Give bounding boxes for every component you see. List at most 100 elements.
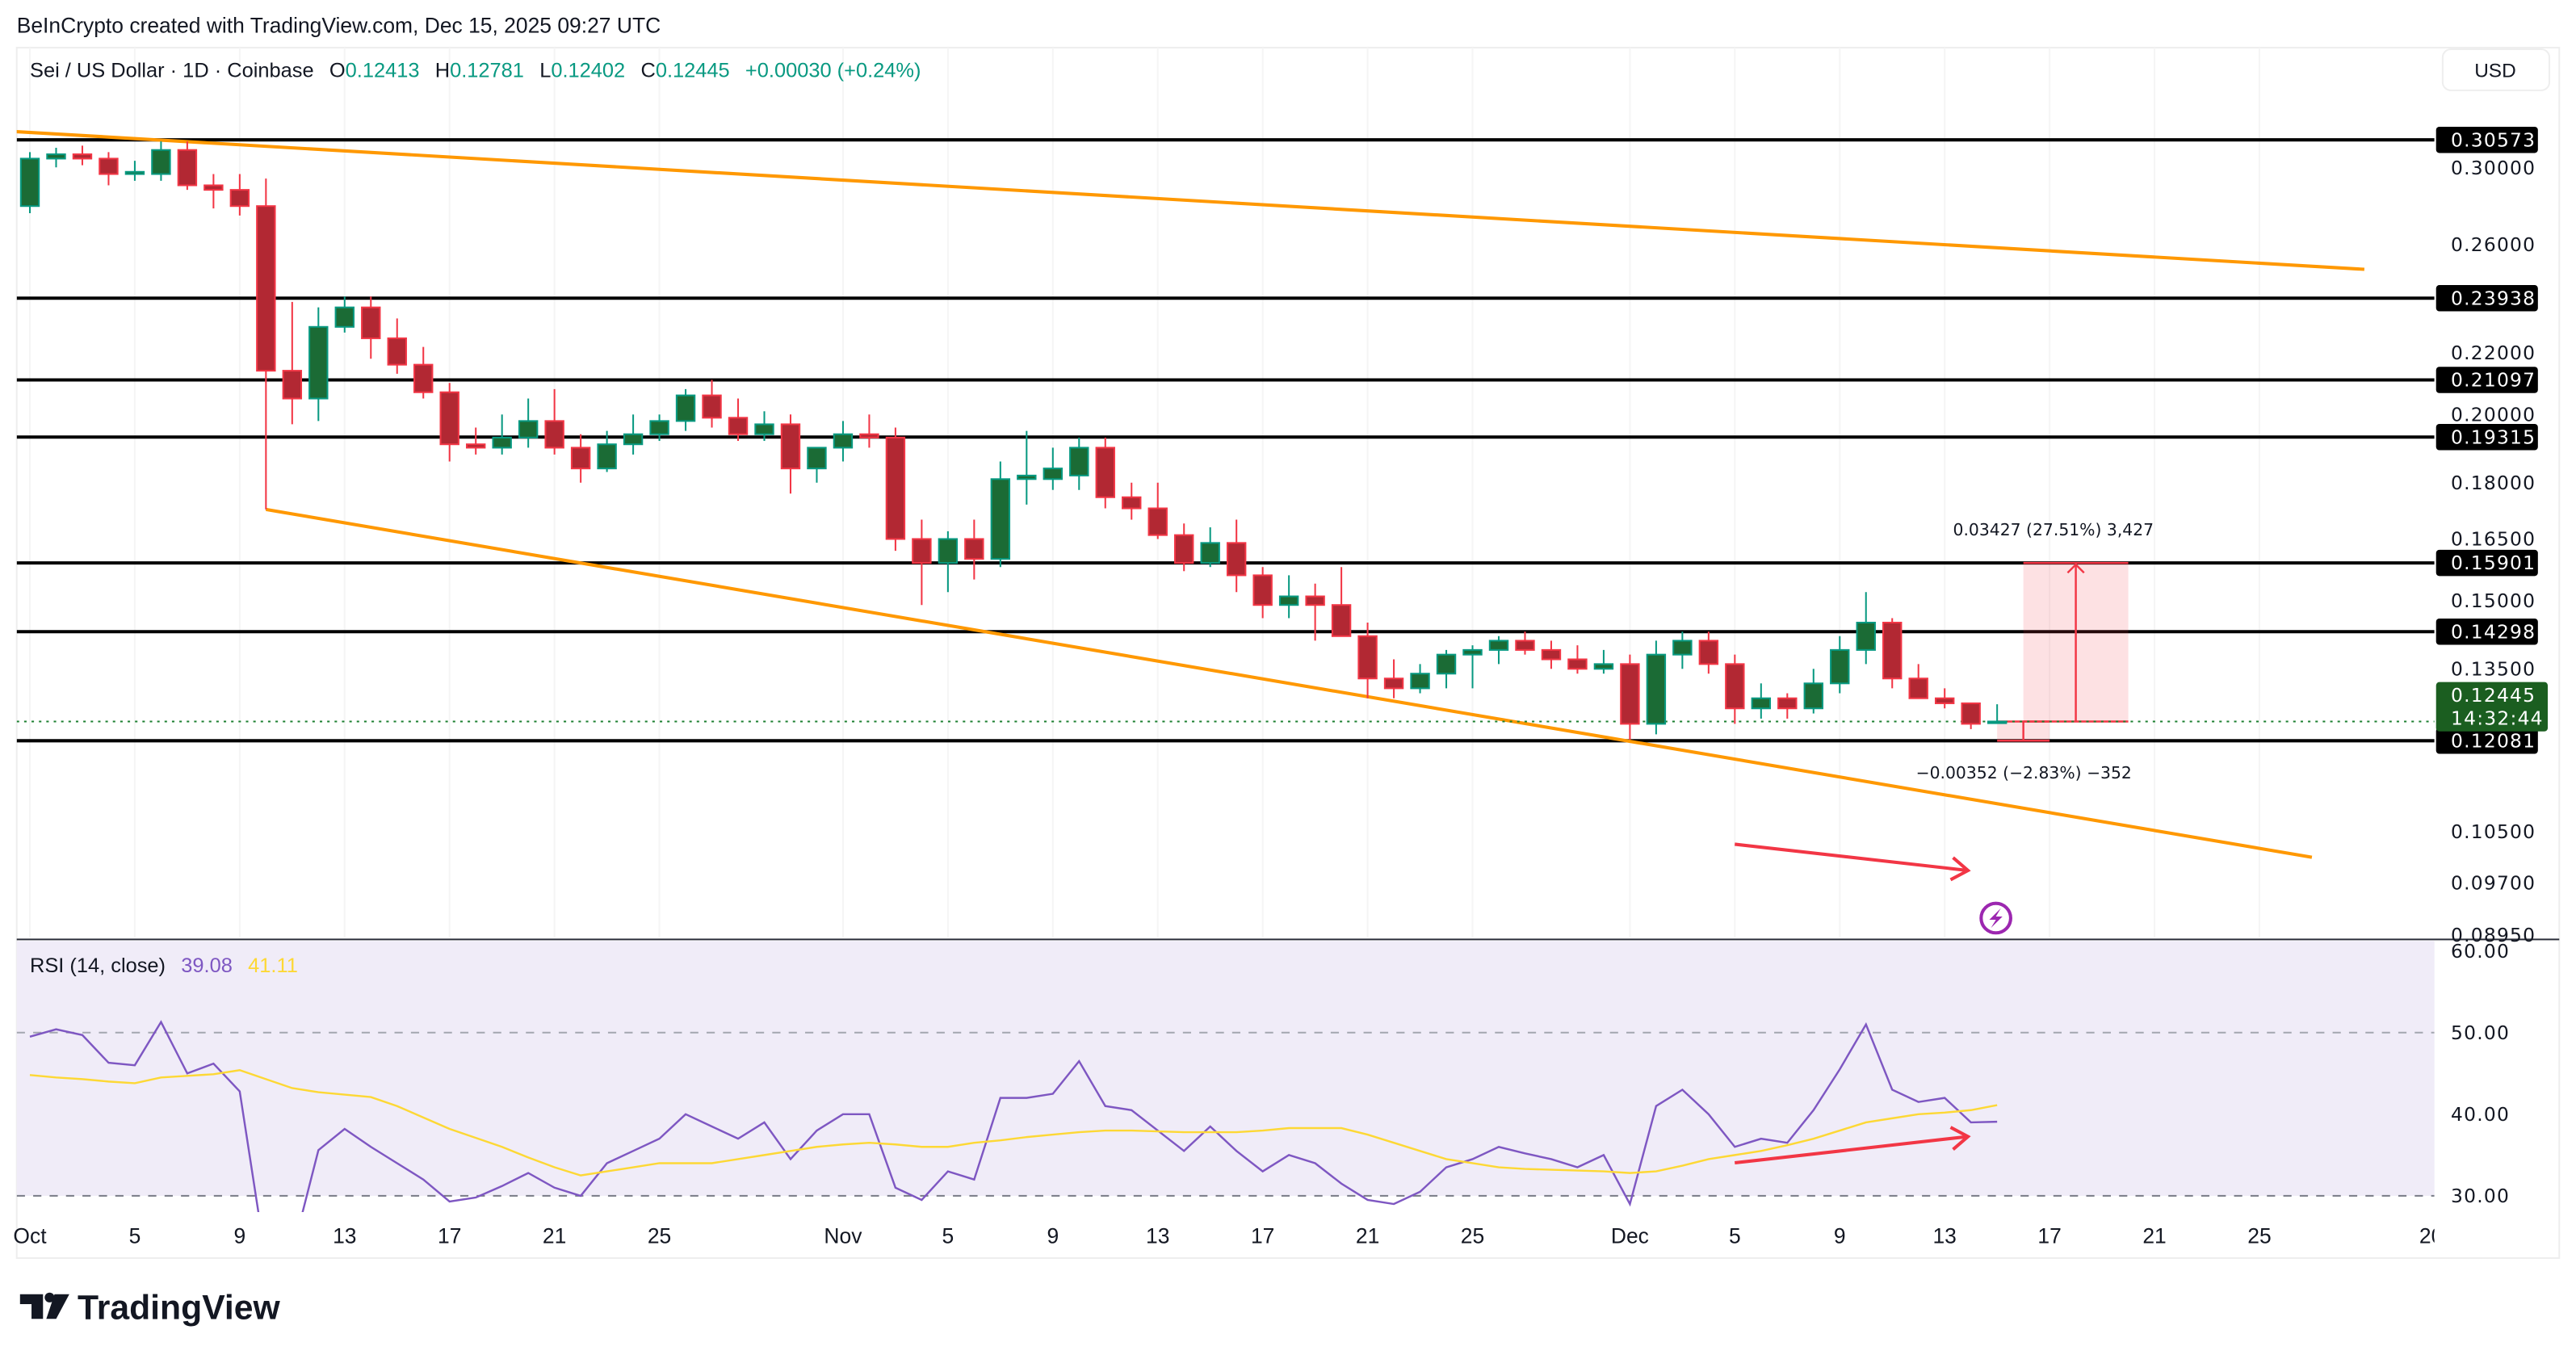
candle[interactable] xyxy=(46,148,66,168)
candle[interactable] xyxy=(203,174,224,209)
candle[interactable] xyxy=(885,427,906,552)
candle[interactable] xyxy=(439,383,459,462)
price-tick-label: 0.09700 xyxy=(2451,871,2536,894)
candle-body xyxy=(387,337,407,366)
candle[interactable] xyxy=(833,421,854,462)
price-pane[interactable]: 0.03427 (27.51%) 3,427 −0.00352 (−2.83%) … xyxy=(4,47,2444,1212)
candle[interactable] xyxy=(1961,702,1981,729)
candle[interactable] xyxy=(229,174,250,216)
candle[interactable] xyxy=(1698,631,1719,674)
level-price-tag xyxy=(2435,285,2538,312)
candle[interactable] xyxy=(1908,664,1928,699)
candle[interactable] xyxy=(912,519,932,606)
candle[interactable] xyxy=(151,141,171,181)
candle[interactable] xyxy=(19,152,40,213)
candle[interactable] xyxy=(1856,592,1876,665)
time-axis[interactable]: Oct 5 9 13 17 21 25 Nov 5 9 13 17 21 25 Dec 5 9 13 17 21 25 2… xyxy=(13,1224,2466,1248)
candle[interactable] xyxy=(1672,631,1693,669)
candle[interactable] xyxy=(1200,527,1220,568)
currency-button[interactable]: USD xyxy=(2441,48,2551,91)
candle[interactable] xyxy=(177,141,198,191)
candle-body xyxy=(1226,542,1247,577)
candle[interactable] xyxy=(1095,437,1115,509)
annotation-arrow-icon[interactable] xyxy=(1735,842,1971,882)
candle[interactable] xyxy=(387,318,407,374)
candle[interactable] xyxy=(256,178,276,510)
candle[interactable] xyxy=(964,519,984,580)
candle[interactable] xyxy=(1252,567,1273,619)
candle[interactable] xyxy=(361,296,381,359)
candle[interactable] xyxy=(1751,683,1772,719)
candle[interactable] xyxy=(465,427,486,455)
candle[interactable] xyxy=(1593,649,1614,674)
candle[interactable] xyxy=(754,411,774,442)
candle[interactable] xyxy=(1174,523,1194,572)
candle[interactable] xyxy=(1725,654,1745,724)
candle[interactable] xyxy=(1278,575,1299,619)
candle[interactable] xyxy=(282,301,303,425)
candle[interactable] xyxy=(807,447,827,483)
candle[interactable] xyxy=(1122,482,1142,520)
candle[interactable] xyxy=(1934,688,1955,709)
low-value: 0.12402 xyxy=(551,60,625,82)
candle[interactable] xyxy=(518,398,539,448)
candle-body xyxy=(885,436,906,540)
candle[interactable] xyxy=(1515,631,1535,655)
candle[interactable] xyxy=(1803,669,1823,714)
candle[interactable] xyxy=(1331,567,1352,637)
candle[interactable] xyxy=(1541,640,1562,669)
candle[interactable] xyxy=(597,430,617,472)
candle[interactable] xyxy=(1069,437,1089,490)
candle[interactable] xyxy=(1017,430,1037,505)
candle[interactable] xyxy=(1882,618,1903,689)
price-axis[interactable]: 0.30000 0.26000 0.22000 0.20000 0.18000 0.165… xyxy=(2435,126,2549,1207)
candle[interactable] xyxy=(938,531,959,593)
candle[interactable] xyxy=(1383,659,1404,698)
candle[interactable] xyxy=(1147,482,1168,539)
candle[interactable] xyxy=(1305,583,1325,641)
candle[interactable] xyxy=(72,145,93,166)
x-tick-label: Nov xyxy=(824,1224,862,1248)
candle[interactable] xyxy=(1987,704,2008,724)
candle[interactable] xyxy=(1830,636,1850,694)
candle[interactable] xyxy=(308,307,329,422)
candle[interactable] xyxy=(1488,636,1509,665)
rsi-line[interactable] xyxy=(29,1020,1998,1261)
candle[interactable] xyxy=(728,398,749,442)
candle[interactable] xyxy=(1043,447,1064,490)
lightning-icon[interactable] xyxy=(1979,901,2012,935)
candle-body xyxy=(1069,447,1089,476)
candle-body xyxy=(1305,595,1325,606)
candle[interactable] xyxy=(334,296,355,333)
candle-body xyxy=(46,153,66,160)
candle[interactable] xyxy=(649,414,669,442)
last-price-tag xyxy=(2435,682,2549,732)
candle[interactable] xyxy=(544,388,564,455)
candle[interactable] xyxy=(570,434,591,483)
candle[interactable] xyxy=(1357,623,1378,698)
candle[interactable] xyxy=(1436,649,1457,689)
candle[interactable] xyxy=(702,380,722,428)
candle[interactable] xyxy=(859,414,879,448)
candle[interactable] xyxy=(1620,654,1640,740)
candle[interactable] xyxy=(124,161,145,181)
trendline[interactable] xyxy=(4,130,2365,271)
candle[interactable] xyxy=(623,414,644,455)
candle[interactable] xyxy=(1410,664,1430,694)
trendline[interactable] xyxy=(265,507,2313,859)
candle[interactable] xyxy=(1567,645,1588,674)
candle[interactable] xyxy=(780,414,801,494)
low-label: L xyxy=(539,60,551,82)
rsi-pane[interactable] xyxy=(16,1020,2435,1261)
candle[interactable] xyxy=(99,152,119,186)
candle[interactable] xyxy=(492,414,512,455)
candle[interactable] xyxy=(413,346,434,399)
annotation-arrow-icon[interactable] xyxy=(1735,1126,1971,1165)
candle[interactable] xyxy=(1226,519,1247,593)
candle[interactable] xyxy=(675,388,696,431)
candle[interactable] xyxy=(990,461,1011,568)
candle[interactable] xyxy=(1462,645,1483,689)
candle[interactable] xyxy=(1646,640,1667,735)
rsi-ma-line[interactable] xyxy=(29,1068,1998,1177)
candle[interactable] xyxy=(1777,693,1798,719)
